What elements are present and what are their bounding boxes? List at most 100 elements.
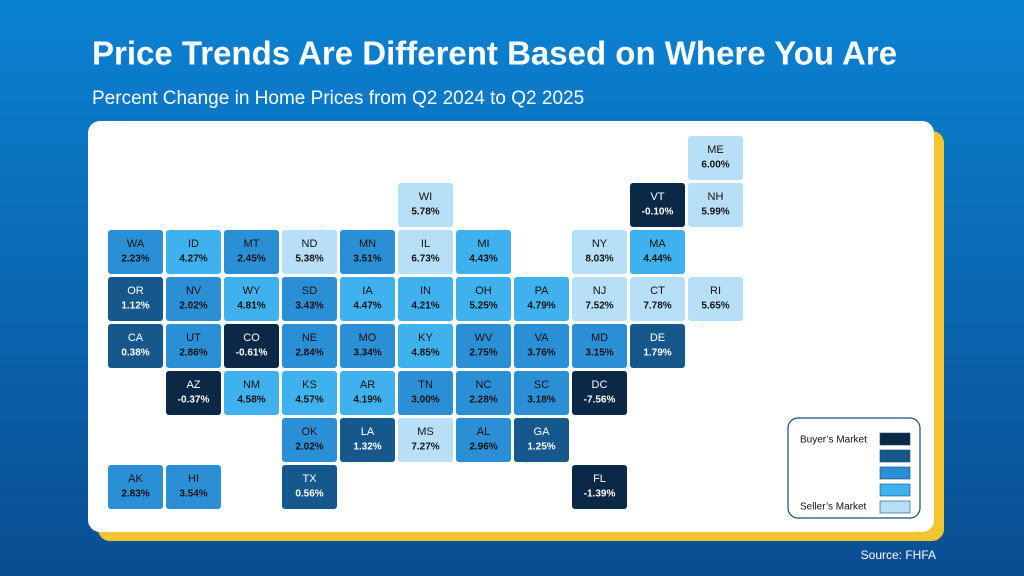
- state-abbr: AK: [128, 473, 143, 485]
- state-abbr: MN: [359, 238, 376, 250]
- state: [572, 465, 627, 509]
- state-abbr: AZ: [186, 379, 200, 391]
- state-abbr: GA: [534, 426, 551, 438]
- state: [456, 371, 511, 415]
- state: [340, 371, 395, 415]
- state-value: 2.45%: [237, 254, 265, 265]
- state: [398, 324, 453, 368]
- state-abbr: ND: [302, 238, 318, 250]
- state-value: 2.75%: [469, 348, 497, 359]
- state-value: 5.99%: [701, 207, 729, 218]
- subtitle: Percent Change in Home Prices from Q2 20…: [92, 88, 584, 109]
- state-abbr: WI: [419, 191, 432, 203]
- state: [398, 230, 453, 274]
- state-abbr: KS: [302, 379, 317, 391]
- state: [108, 277, 163, 321]
- state: [108, 465, 163, 509]
- state-value: 6.00%: [701, 160, 729, 171]
- state: [514, 277, 569, 321]
- state: [224, 277, 279, 321]
- state-abbr: AL: [477, 426, 490, 438]
- state-abbr: NH: [708, 191, 724, 203]
- state: [166, 324, 221, 368]
- state-value: 3.54%: [179, 489, 207, 500]
- state: [340, 418, 395, 462]
- legend-swatch: [879, 466, 911, 480]
- state-value: 2.02%: [295, 442, 323, 453]
- state-value: 4.47%: [353, 301, 381, 312]
- legend-label: Buyer’s Market: [800, 435, 867, 446]
- state: [340, 230, 395, 274]
- state-abbr: CA: [128, 332, 144, 344]
- state-abbr: UT: [186, 332, 201, 344]
- state-value: 4.85%: [411, 348, 439, 359]
- state-abbr: OK: [302, 426, 319, 438]
- state-value: 5.78%: [411, 207, 439, 218]
- state-abbr: SC: [534, 379, 549, 391]
- state: [456, 418, 511, 462]
- state-abbr: NM: [243, 379, 260, 391]
- state-value: 8.03%: [585, 254, 613, 265]
- state-value: 3.00%: [411, 395, 439, 406]
- state-value: 4.58%: [237, 395, 265, 406]
- state-value: 3.51%: [353, 254, 381, 265]
- state-value: 0.56%: [295, 489, 323, 500]
- legend-swatch: [879, 483, 911, 497]
- state-abbr: VA: [535, 332, 550, 344]
- state-value: 4.79%: [527, 301, 555, 312]
- state-value: 7.78%: [643, 301, 671, 312]
- state: [282, 465, 337, 509]
- state-abbr: IN: [420, 285, 431, 297]
- state-value: 2.86%: [179, 348, 207, 359]
- state-abbr: PA: [535, 285, 550, 297]
- state: [224, 324, 279, 368]
- state: [456, 277, 511, 321]
- legend: Buyer’s Market Seller’s Market: [800, 432, 911, 514]
- state-value: 7.27%: [411, 442, 439, 453]
- state: [572, 277, 627, 321]
- state: [630, 183, 685, 227]
- state-abbr: DE: [650, 332, 665, 344]
- state-value: -0.10%: [642, 207, 674, 218]
- state-abbr: WY: [243, 285, 261, 297]
- state-value: 2.84%: [295, 348, 323, 359]
- state-value: 6.73%: [411, 254, 439, 265]
- state: [514, 324, 569, 368]
- state-value: 4.43%: [469, 254, 497, 265]
- legend-label: Seller’s Market: [800, 502, 867, 513]
- state-value: -0.37%: [178, 395, 210, 406]
- state-value: 2.23%: [121, 254, 149, 265]
- state: [456, 230, 511, 274]
- state-abbr: MI: [477, 238, 489, 250]
- state-abbr: NJ: [593, 285, 606, 297]
- state-abbr: MS: [417, 426, 434, 438]
- state-value: 3.34%: [353, 348, 381, 359]
- state: [398, 277, 453, 321]
- state-abbr: AR: [360, 379, 375, 391]
- state-value: 2.28%: [469, 395, 497, 406]
- state-abbr: MT: [244, 238, 260, 250]
- state: [456, 324, 511, 368]
- state-value: 4.19%: [353, 395, 381, 406]
- state: [688, 136, 743, 180]
- state: [572, 230, 627, 274]
- state: [630, 324, 685, 368]
- state-value: 4.44%: [643, 254, 671, 265]
- state-abbr: WA: [127, 238, 145, 250]
- state-value: 2.83%: [121, 489, 149, 500]
- state-abbr: IA: [362, 285, 373, 297]
- state: [166, 277, 221, 321]
- state: [282, 418, 337, 462]
- state-abbr: VT: [650, 191, 664, 203]
- state: [224, 371, 279, 415]
- state-abbr: WV: [475, 332, 493, 344]
- state-value: 4.81%: [237, 301, 265, 312]
- state-value: 5.38%: [295, 254, 323, 265]
- state-abbr: NE: [302, 332, 317, 344]
- state-abbr: MO: [359, 332, 377, 344]
- state-abbr: NV: [186, 285, 202, 297]
- state: [398, 418, 453, 462]
- state: [282, 277, 337, 321]
- state-value: 1.79%: [643, 348, 671, 359]
